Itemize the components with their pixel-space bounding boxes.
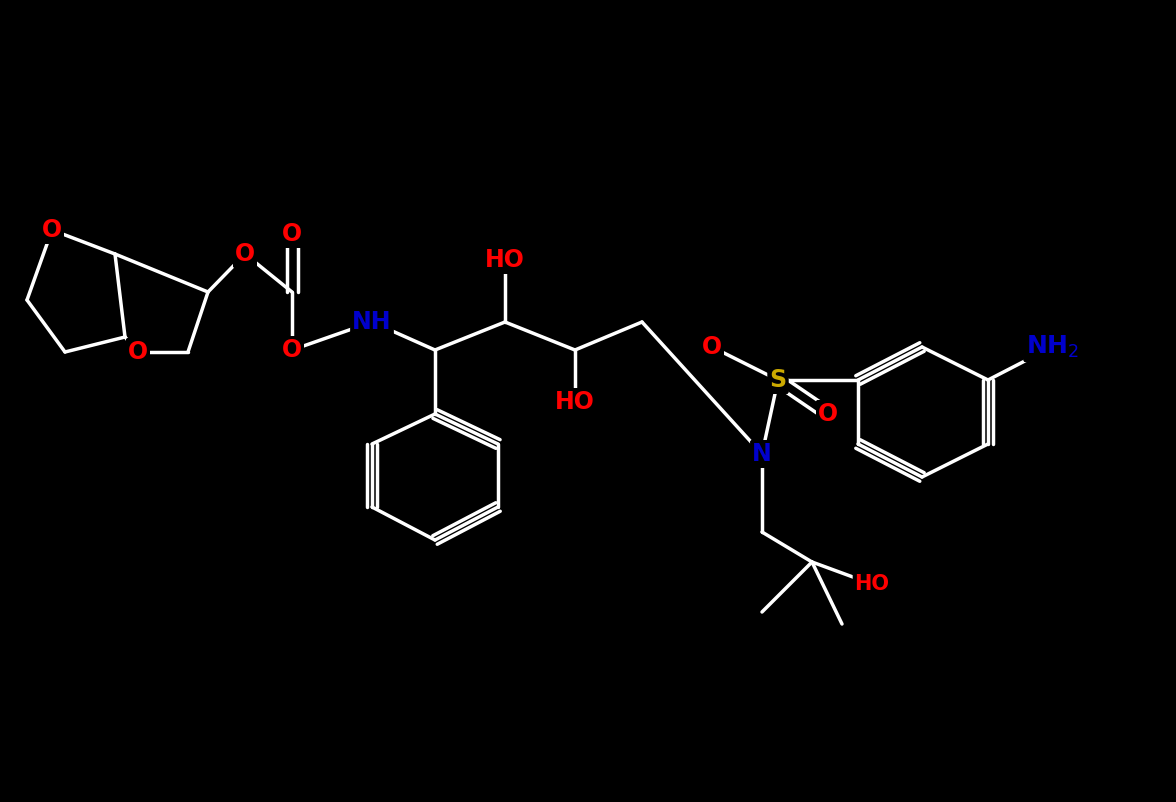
Text: HO: HO [555,390,595,414]
Text: NH: NH [353,310,392,334]
Text: O: O [42,218,62,242]
Text: O: O [128,340,148,364]
Text: O: O [282,222,302,246]
Text: O: O [702,335,722,359]
Text: O: O [235,242,255,266]
Text: O: O [128,340,148,364]
Text: O: O [702,335,722,359]
Text: HO: HO [485,248,524,272]
Text: O: O [42,218,62,242]
Text: HO: HO [855,574,889,594]
Text: N: N [753,442,771,466]
Text: HO: HO [555,390,595,414]
Text: O: O [818,402,838,426]
Text: NH: NH [353,310,392,334]
Text: S: S [769,368,787,392]
Text: O: O [818,402,838,426]
Text: O: O [235,242,255,266]
Text: O: O [282,222,302,246]
Text: NH$_2$: NH$_2$ [1025,334,1078,360]
Text: HO: HO [485,248,524,272]
Text: O: O [282,338,302,362]
Text: O: O [282,338,302,362]
Text: HO: HO [855,574,889,594]
Text: S: S [769,368,787,392]
Text: NH$_2$: NH$_2$ [1025,334,1078,360]
Text: N: N [753,442,771,466]
